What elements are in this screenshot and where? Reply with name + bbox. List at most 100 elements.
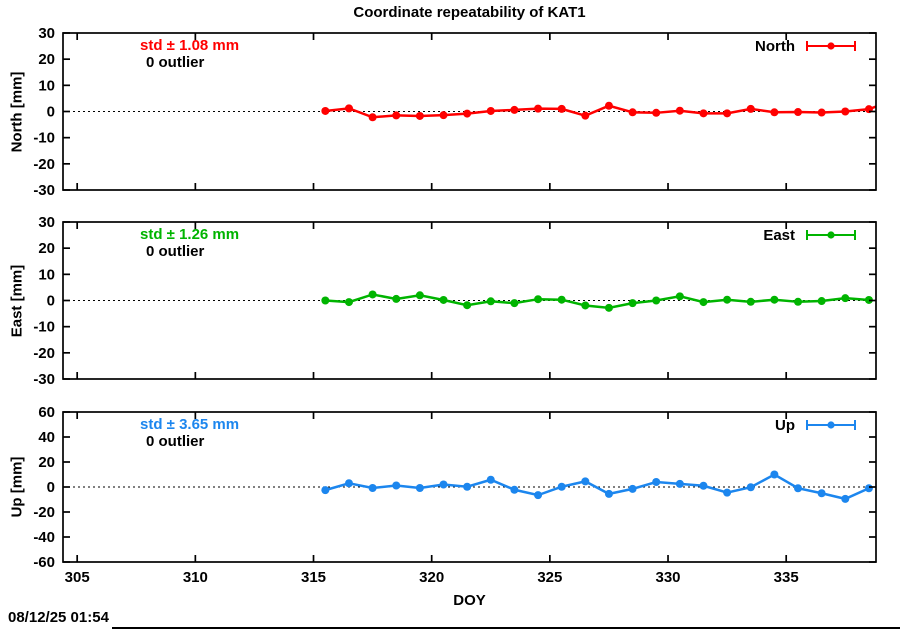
data-point [746, 297, 755, 306]
up-std-label: std ± 3.65 mm [140, 416, 240, 433]
data-point [604, 489, 613, 498]
data-point [817, 297, 826, 306]
up-series [321, 470, 873, 503]
data-point [534, 295, 543, 304]
data-point [581, 477, 590, 486]
east-legend-errorbar-icon [806, 230, 856, 240]
data-point [770, 108, 779, 117]
x-tick-label: 320 [419, 569, 444, 586]
north-std-label: std ± 1.08 mm [140, 37, 240, 54]
y-tick-label: -30 [33, 182, 55, 199]
data-point [368, 290, 377, 299]
data-point [841, 107, 850, 116]
up-outlier-label: 0 outlier [146, 433, 205, 450]
east-outlier-label: 0 outlier [146, 243, 205, 260]
data-point [628, 484, 637, 493]
y-tick-label: -20 [33, 504, 55, 521]
bottom-rule [112, 627, 900, 629]
data-point [392, 481, 401, 490]
data-point [321, 296, 330, 305]
data-point [557, 295, 566, 304]
data-point [321, 106, 330, 115]
data-point [463, 109, 472, 118]
data-point [510, 299, 519, 308]
up-panel: 305 310 315 320 325 330 335 60 40 20 0 -20 -40 -60 [33, 404, 877, 586]
north-outlier-label: 0 outlier [146, 54, 205, 71]
x-tick-label: 315 [301, 569, 326, 586]
north-axis-title: North [mm] [8, 71, 26, 153]
y-tick-label: -20 [33, 345, 55, 362]
chart-title: Coordinate repeatability of KAT1 [353, 4, 586, 21]
y-tick-label: 10 [38, 77, 55, 94]
y-tick-label: 0 [47, 293, 55, 310]
data-point [581, 111, 590, 120]
data-point [864, 295, 873, 304]
y-tick-label: -10 [33, 319, 55, 336]
y-tick-label: 0 [47, 479, 55, 496]
data-point [675, 292, 684, 301]
data-point [344, 479, 353, 488]
data-point [510, 485, 519, 494]
data-point [392, 294, 401, 303]
data-point [344, 298, 353, 307]
data-point [841, 294, 850, 303]
north-legend-errorbar-icon [806, 41, 856, 51]
x-tick-label: 335 [774, 569, 799, 586]
data-point [628, 299, 637, 308]
data-point [652, 296, 661, 305]
y-tick-label: -40 [33, 529, 55, 546]
data-point [439, 480, 448, 489]
y-tick-label: 30 [38, 25, 55, 42]
data-point [817, 108, 826, 117]
y-tick-label: 20 [38, 240, 55, 257]
y-tick-label: 20 [38, 454, 55, 471]
data-point [794, 297, 803, 306]
east-series [321, 290, 873, 312]
data-point [486, 297, 495, 306]
data-point [628, 108, 637, 117]
data-line [324, 473, 870, 501]
y-tick-label: 60 [38, 404, 55, 421]
east-legend: East [763, 226, 858, 244]
x-tick-label: 305 [65, 569, 90, 586]
east-legend-label: East [763, 226, 795, 244]
x-axis-title: DOY [453, 592, 486, 609]
north-legend-label: North [755, 37, 795, 55]
data-point [415, 484, 424, 492]
data-point [699, 298, 708, 307]
x-tick-label: 330 [656, 569, 681, 586]
data-point [534, 104, 543, 113]
data-point [841, 494, 850, 503]
data-point [884, 98, 892, 106]
north-legend: North [755, 37, 858, 55]
data-point [463, 482, 472, 491]
data-point [794, 108, 803, 117]
y-tick-label: -20 [33, 156, 55, 173]
x-tick-label: 310 [183, 569, 208, 586]
data-point [463, 301, 472, 310]
y-tick-label: -10 [33, 130, 55, 147]
data-point [723, 109, 732, 118]
up-legend-label: Up [775, 416, 795, 434]
data-point [486, 106, 495, 115]
data-point [392, 111, 401, 120]
data-point [746, 104, 755, 113]
data-point [344, 104, 353, 113]
x-tick-label: 325 [537, 569, 562, 586]
data-point [415, 111, 424, 120]
data-point [604, 303, 613, 312]
data-point [368, 484, 377, 492]
data-point [675, 479, 684, 488]
up-legend-errorbar-icon [806, 420, 856, 430]
data-point [510, 105, 519, 114]
east-std-label: std ± 1.26 mm [140, 226, 240, 243]
data-point [534, 491, 543, 500]
data-point [368, 113, 377, 122]
data-point [581, 301, 590, 310]
data-line [325, 293, 870, 310]
y-tick-label: 0 [47, 104, 55, 121]
east-panel: 30 20 10 0 -10 -20 -30 [33, 214, 877, 388]
data-point [321, 486, 330, 495]
